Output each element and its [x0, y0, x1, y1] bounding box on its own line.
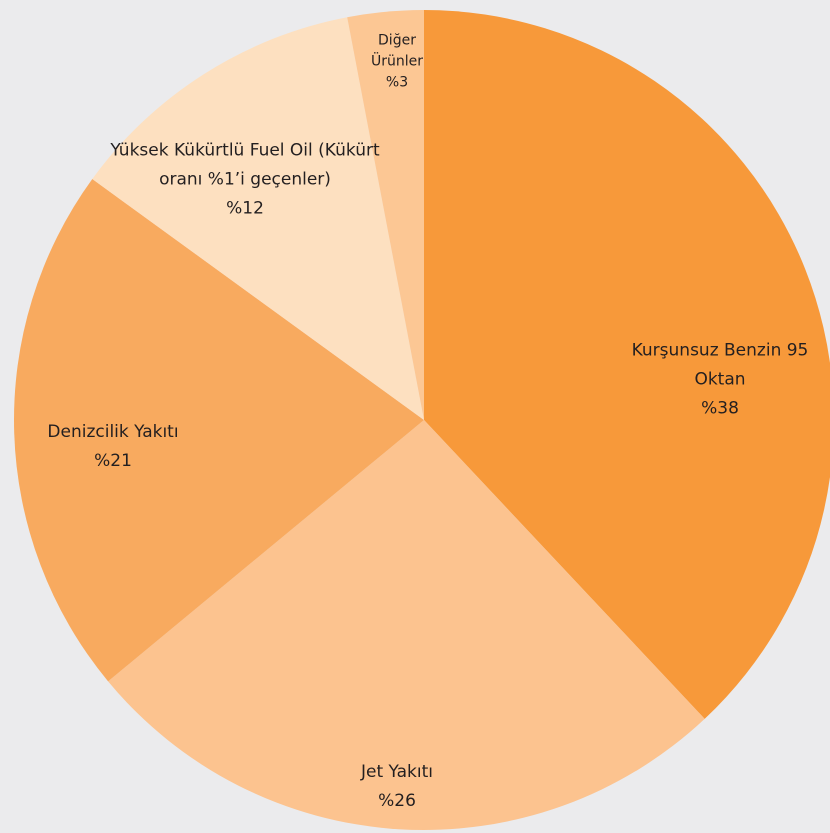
pie-slice — [14, 179, 425, 682]
value-label: %38 — [701, 398, 739, 419]
slice-label: Jet Yakıtı %26 — [337, 758, 457, 816]
value-label: %3 — [385, 74, 409, 91]
value-label: %21 — [94, 451, 132, 471]
category-label: Jet Yakıtı — [361, 762, 433, 782]
slice-label: Denizcilik Yakıtı %21 — [23, 418, 203, 476]
pie-slice — [424, 10, 830, 719]
category-label: Kurşunsuz Benzin 95 Oktan — [631, 340, 809, 390]
slice-label: Yüksek Kükürtlü Fuel Oil (Kükürt oranı %… — [110, 137, 380, 224]
pie-slice — [347, 10, 424, 420]
category-label: Denizcilik Yakıtı — [47, 422, 179, 442]
pie-slice — [92, 17, 424, 420]
category-label: Diğer Ürünler — [370, 32, 423, 70]
pie-slice — [108, 420, 705, 830]
category-label: Yüksek Kükürtlü Fuel Oil (Kükürt oranı %… — [110, 140, 380, 190]
slice-label: Kurşunsuz Benzin 95 Oktan %38 — [630, 337, 810, 424]
slice-label: Diğer Ürünler %3 — [366, 31, 428, 94]
value-label: %12 — [226, 198, 264, 219]
value-label: %26 — [378, 791, 416, 811]
